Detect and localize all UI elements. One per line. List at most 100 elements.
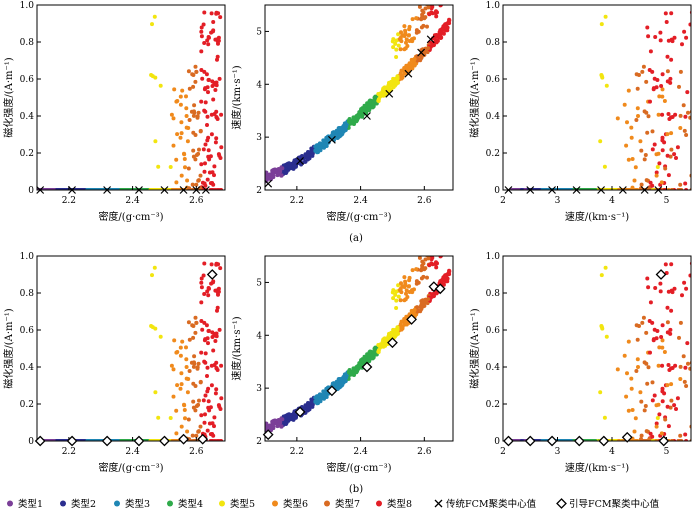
data-point-type7 [640, 320, 645, 325]
data-point-type8 [665, 330, 670, 335]
data-point-type8 [672, 286, 677, 291]
legend-label: 类型2 [71, 498, 96, 510]
data-point-type8 [205, 177, 210, 182]
data-point-type2 [292, 411, 296, 416]
data-point-type8 [669, 308, 674, 313]
data-point-type6 [626, 88, 631, 93]
x-tick-label: 4 [609, 196, 615, 206]
data-point-type6 [175, 132, 180, 137]
legend-dot [376, 500, 382, 507]
data-point-type4 [362, 355, 367, 360]
data-point-type1 [269, 177, 273, 182]
legend-item: 类型6 [272, 498, 308, 510]
data-point-type7 [195, 366, 200, 371]
guided-center-marker [406, 314, 417, 325]
data-point-type6 [659, 431, 664, 436]
data-point-type6 [171, 116, 176, 121]
data-point-type8 [653, 35, 658, 39]
data-point-type7 [192, 103, 197, 108]
data-point-type8 [688, 273, 691, 278]
y-tick-label: 0.6 [20, 326, 35, 336]
data-point-type7 [645, 130, 650, 135]
data-point-type7 [425, 24, 429, 29]
data-point-type3 [318, 148, 323, 153]
data-point-type8 [212, 424, 216, 429]
data-point-type6 [171, 394, 176, 399]
data-point-type8 [680, 293, 684, 298]
data-point-type2 [309, 397, 314, 402]
data-point-type6 [184, 376, 189, 381]
data-point-type7 [682, 379, 687, 384]
cluster-centers [264, 35, 435, 188]
data-point-type8 [683, 365, 688, 370]
data-point-type8 [645, 25, 650, 30]
data-point-type8 [209, 132, 214, 137]
data-point-type5 [158, 83, 163, 88]
data-point-type6 [403, 46, 408, 51]
data-point-type8 [696, 361, 700, 365]
legend-item: 引导FCM聚类中心值 [556, 498, 660, 510]
data-point-type1 [276, 171, 281, 176]
sample-points [37, 261, 224, 441]
data-point-type6 [178, 102, 183, 107]
data-point-type2 [287, 164, 292, 169]
data-point-type7 [193, 64, 198, 69]
data-point-type2 [306, 404, 310, 409]
data-point-type8 [211, 348, 216, 353]
data-point-type8 [447, 0, 451, 3]
data-point-type8 [685, 341, 690, 346]
data-point-type8 [654, 170, 659, 175]
legend-item: 类型5 [219, 498, 255, 510]
data-point-type5 [156, 415, 161, 420]
data-point-type7 [689, 109, 691, 114]
data-point-type7 [190, 182, 195, 187]
data-point-type5 [599, 74, 604, 79]
data-point-type6 [398, 298, 403, 303]
data-point-type7 [423, 6, 428, 11]
data-point-type6 [662, 99, 667, 103]
data-point-type8 [214, 109, 219, 114]
data-point-type7 [646, 114, 651, 119]
data-point-type6 [180, 339, 185, 344]
legend-x-marker [434, 499, 443, 508]
data-point-type8 [682, 280, 687, 285]
data-point-type5 [599, 273, 604, 278]
data-point-type6 [633, 416, 638, 421]
guided-center-marker [159, 435, 170, 447]
data-point-type8 [655, 78, 660, 82]
data-point-type6 [185, 139, 190, 144]
data-point-type8 [205, 114, 210, 119]
guided-center-marker [197, 433, 209, 445]
data-point-type6 [175, 99, 180, 103]
data-point-type7 [189, 360, 194, 365]
data-point-type1 [280, 166, 285, 171]
data-point-type7 [426, 46, 431, 51]
data-point-type6 [398, 322, 403, 327]
data-point-type7 [641, 64, 646, 69]
data-point-type8 [442, 237, 446, 241]
data-point-type6 [636, 114, 640, 118]
y-tick-label: 4 [256, 331, 262, 341]
data-point-type7 [639, 433, 644, 438]
plot-frame [36, 4, 226, 191]
y-tick-label: 5 [256, 27, 262, 37]
data-point-type7 [634, 323, 639, 328]
data-point-type8 [660, 72, 665, 77]
data-point-type8 [210, 181, 215, 185]
data-point-type6 [400, 326, 405, 331]
data-point-type7 [693, 188, 697, 192]
data-point-type3 [322, 393, 327, 398]
data-point-type8 [660, 148, 665, 153]
data-point-type6 [404, 288, 409, 293]
data-point-type7 [191, 113, 196, 118]
data-point-type2 [292, 415, 297, 420]
data-point-type6 [409, 308, 414, 313]
guided-center-marker [133, 435, 145, 447]
cluster-centers [34, 269, 218, 447]
data-point-type8 [202, 359, 207, 364]
data-point-type6 [678, 126, 683, 130]
data-point-type5 [393, 292, 398, 297]
data-point-type8 [684, 35, 689, 40]
y-tick-label: 4 [256, 80, 262, 90]
data-point-type2 [306, 153, 310, 158]
